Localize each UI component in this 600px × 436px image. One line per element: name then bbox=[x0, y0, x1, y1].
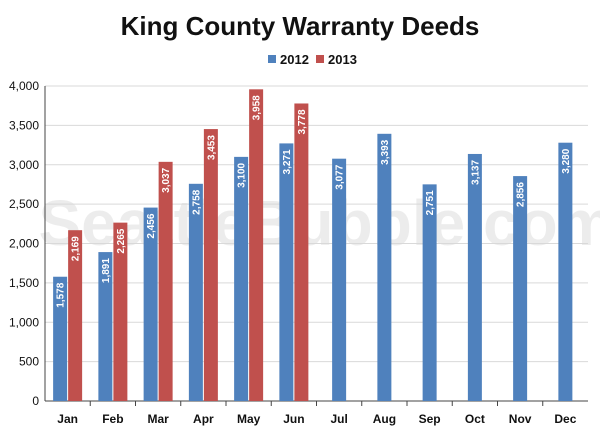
bar-2012-jul bbox=[332, 158, 347, 401]
data-label: 2,751 bbox=[425, 190, 436, 215]
bar-2013-apr bbox=[203, 129, 218, 402]
x-tick-label: Jul bbox=[330, 412, 347, 426]
legend-label-2013: 2013 bbox=[328, 52, 357, 67]
x-tick-label: Nov bbox=[509, 412, 532, 426]
data-label: 3,958 bbox=[252, 95, 263, 120]
bar-2012-dec bbox=[558, 142, 573, 401]
data-label: 3,077 bbox=[335, 164, 346, 189]
data-label: 3,453 bbox=[206, 135, 217, 160]
bar-2013-jan bbox=[68, 230, 83, 401]
bar-2012-apr bbox=[188, 183, 203, 401]
bar-2012-nov bbox=[513, 176, 528, 401]
x-tick-label: Mar bbox=[147, 412, 169, 426]
data-label: 3,280 bbox=[561, 148, 572, 173]
bar-2012-jan bbox=[53, 276, 68, 401]
legend-label-2012: 2012 bbox=[280, 52, 309, 67]
bar-2012-oct bbox=[467, 153, 482, 401]
y-tick-label: 1,500 bbox=[9, 276, 39, 290]
bar-2013-jun bbox=[294, 103, 309, 402]
data-label: 3,100 bbox=[237, 162, 248, 187]
bar-2012-sep bbox=[422, 184, 437, 401]
plot-area: SeattleBubble.com 0 500 1,000 1,500 2,000 2,50… bbox=[9, 79, 600, 426]
y-tick-label: 2,500 bbox=[9, 197, 39, 211]
data-label: 1,891 bbox=[101, 258, 112, 283]
legend-swatch-2013 bbox=[316, 55, 324, 63]
x-tick-label: Jan bbox=[57, 412, 78, 426]
data-label: 3,778 bbox=[297, 109, 308, 134]
x-tick-label: Jun bbox=[283, 412, 304, 426]
x-tick-label: Oct bbox=[465, 412, 485, 426]
bar-2013-may bbox=[249, 89, 264, 402]
x-tick-label: Aug bbox=[373, 412, 396, 426]
bar-2012-aug bbox=[377, 133, 392, 401]
x-tick-label: Dec bbox=[554, 412, 576, 426]
bar-2012-feb bbox=[98, 252, 113, 401]
bar-2013-feb bbox=[113, 222, 128, 401]
x-tick-label: Feb bbox=[102, 412, 123, 426]
data-label: 3,137 bbox=[470, 160, 481, 185]
y-tick-label: 0 bbox=[32, 394, 39, 408]
bar-2012-may bbox=[234, 156, 249, 401]
y-tick-label: 3,000 bbox=[9, 158, 39, 172]
y-tick-label: 2,000 bbox=[9, 237, 39, 251]
x-tick-label: Sep bbox=[419, 412, 441, 426]
data-label: 3,037 bbox=[161, 167, 172, 192]
bar-2012-mar bbox=[143, 207, 158, 401]
bar-2012-jun bbox=[279, 143, 294, 401]
x-tick-label: May bbox=[237, 412, 261, 426]
data-label: 3,393 bbox=[380, 139, 391, 164]
data-label: 2,758 bbox=[191, 189, 202, 214]
y-tick-label: 3,500 bbox=[9, 118, 39, 132]
watermark: SeattleBubble.com bbox=[38, 187, 600, 259]
legend-swatch-2012 bbox=[268, 55, 276, 63]
x-tick-label: Apr bbox=[193, 412, 214, 426]
y-tick-label: 1,000 bbox=[9, 315, 39, 329]
data-label: 2,169 bbox=[71, 236, 82, 261]
legend: 2012 2013 bbox=[268, 52, 357, 67]
data-label: 3,271 bbox=[282, 149, 293, 174]
data-label: 1,578 bbox=[56, 282, 67, 307]
chart-title: King County Warranty Deeds bbox=[121, 11, 480, 41]
y-tick-label: 500 bbox=[19, 355, 39, 369]
data-label: 2,456 bbox=[146, 213, 157, 238]
data-label: 2,856 bbox=[516, 182, 527, 207]
bar-2013-mar bbox=[158, 161, 173, 401]
y-tick-label: 4,000 bbox=[9, 79, 39, 93]
data-label: 2,265 bbox=[116, 228, 127, 253]
